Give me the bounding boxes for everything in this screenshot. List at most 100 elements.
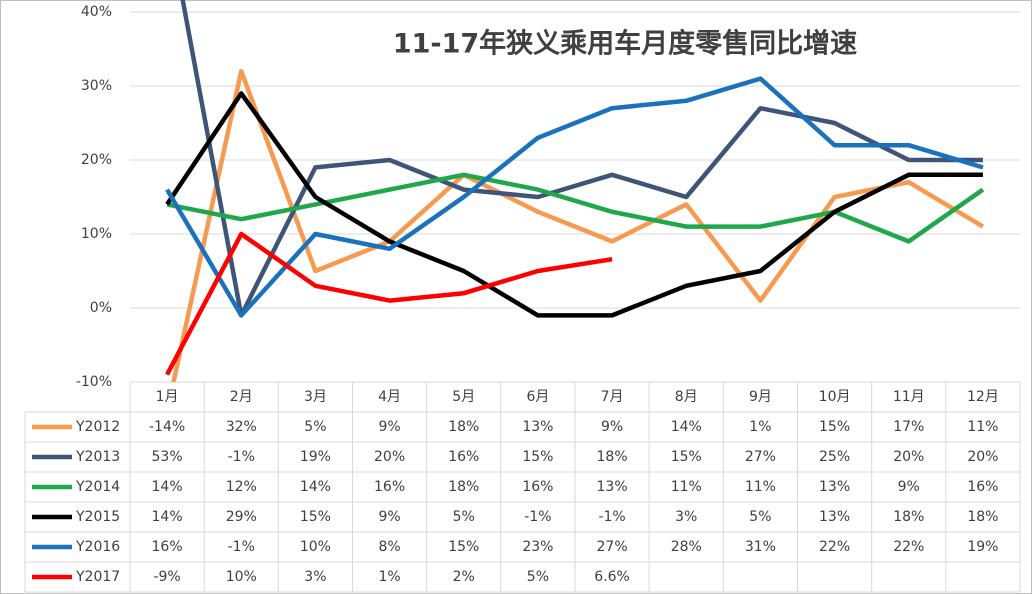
table-cell: 20% bbox=[893, 449, 924, 465]
table-cell: 23% bbox=[522, 539, 553, 555]
table-cell: 18% bbox=[597, 449, 628, 465]
table-cell: 9% bbox=[378, 419, 400, 435]
table-cell: 5% bbox=[527, 569, 549, 585]
table-cell: -1% bbox=[598, 509, 625, 525]
x-tick-label: 2月 bbox=[230, 389, 253, 405]
table-cell: 29% bbox=[226, 509, 257, 525]
table-cell: 16% bbox=[967, 479, 998, 495]
legend-label: Y2014 bbox=[75, 479, 120, 495]
table-cell: 13% bbox=[819, 479, 850, 495]
series-line bbox=[165, 231, 613, 376]
table-cell: 53% bbox=[152, 449, 183, 465]
table-cell: 10% bbox=[300, 539, 331, 555]
table-cell: 19% bbox=[300, 449, 331, 465]
y-tick-label: 0% bbox=[90, 300, 112, 316]
x-tick-label: 3月 bbox=[304, 389, 327, 405]
table-cell: 14% bbox=[152, 509, 183, 525]
x-tick-label: 6月 bbox=[526, 389, 549, 405]
table-cell: 28% bbox=[671, 539, 702, 555]
table-cell: 9% bbox=[378, 509, 400, 525]
x-tick-label: 8月 bbox=[675, 389, 698, 405]
table-cell: 9% bbox=[898, 479, 920, 495]
table-cell: 18% bbox=[893, 509, 924, 525]
x-tick-label: 7月 bbox=[601, 389, 624, 405]
table-cell: 12% bbox=[226, 479, 257, 495]
table-cell: 16% bbox=[152, 539, 183, 555]
table-cell: 11% bbox=[671, 479, 702, 495]
table-cell: 14% bbox=[300, 479, 331, 495]
table-cell: 5% bbox=[749, 509, 771, 525]
legend-label: Y2012 bbox=[75, 419, 120, 435]
series-line bbox=[165, 91, 983, 318]
table-cell: 25% bbox=[819, 449, 850, 465]
table-cell: 11% bbox=[967, 419, 998, 435]
table-cell: 20% bbox=[374, 449, 405, 465]
table-cell: 14% bbox=[152, 479, 183, 495]
y-tick-label: 40% bbox=[81, 4, 112, 20]
y-tick-label: 10% bbox=[81, 226, 112, 242]
x-tick-label: 5月 bbox=[452, 389, 475, 405]
table-cell: 17% bbox=[893, 419, 924, 435]
table-cell: 15% bbox=[819, 419, 850, 435]
table-cell: 31% bbox=[745, 539, 776, 555]
table-cell: 22% bbox=[893, 539, 924, 555]
table-cell: -1% bbox=[524, 509, 551, 525]
table-cell: 32% bbox=[226, 419, 257, 435]
table-cell: -14% bbox=[149, 419, 185, 435]
x-tick-label: 12月 bbox=[967, 389, 999, 405]
table-cell: 22% bbox=[819, 539, 850, 555]
table-cell: 1% bbox=[749, 419, 771, 435]
table-cell: -1% bbox=[228, 539, 255, 555]
y-tick-label: 20% bbox=[81, 152, 112, 168]
x-tick-label: 9月 bbox=[749, 389, 772, 405]
table-cell: 14% bbox=[671, 419, 702, 435]
table-cell: 3% bbox=[304, 569, 326, 585]
table-cell: 18% bbox=[448, 419, 479, 435]
table-cell: 15% bbox=[671, 449, 702, 465]
table-cell: 27% bbox=[745, 449, 776, 465]
table-cell: -9% bbox=[153, 569, 180, 585]
table-cell: 11% bbox=[745, 479, 776, 495]
table-cell: 13% bbox=[597, 479, 628, 495]
series-line bbox=[180, 0, 983, 318]
table-cell: 15% bbox=[522, 449, 553, 465]
x-tick-label: 10月 bbox=[819, 389, 851, 405]
legend-label: Y2013 bbox=[75, 449, 120, 465]
x-tick-label: 11月 bbox=[893, 389, 925, 405]
table-cell: 13% bbox=[522, 419, 553, 435]
table-cell: -1% bbox=[228, 449, 255, 465]
series-line bbox=[171, 68, 985, 382]
table-cell: 3% bbox=[675, 509, 697, 525]
table-cell: 6.6% bbox=[594, 569, 630, 585]
table-cell: 15% bbox=[448, 539, 479, 555]
table-cell: 5% bbox=[453, 509, 475, 525]
legend-label: Y2015 bbox=[75, 509, 120, 525]
table-cell: 27% bbox=[597, 539, 628, 555]
legend-label: Y2017 bbox=[75, 569, 120, 585]
table-cell: 16% bbox=[522, 479, 553, 495]
series-line bbox=[166, 172, 985, 244]
x-tick-label: 4月 bbox=[378, 389, 401, 405]
table-cell: 13% bbox=[819, 509, 850, 525]
table-cell: 19% bbox=[967, 539, 998, 555]
table-cell: 18% bbox=[448, 479, 479, 495]
table-cell: 8% bbox=[378, 539, 400, 555]
table-cell: 1% bbox=[378, 569, 400, 585]
chart-title: 11-17年狭义乘用车月度零售同比增速 bbox=[393, 28, 857, 60]
table-cell: 18% bbox=[967, 509, 998, 525]
legend-label: Y2016 bbox=[75, 539, 120, 555]
table-cell: 9% bbox=[601, 419, 623, 435]
series-line bbox=[165, 76, 984, 318]
table-cell: 16% bbox=[448, 449, 479, 465]
x-tick-label: 1月 bbox=[156, 389, 179, 405]
table-cell: 16% bbox=[374, 479, 405, 495]
y-tick-label: -10% bbox=[76, 374, 112, 390]
table-cell: 5% bbox=[304, 419, 326, 435]
table-cell: 20% bbox=[967, 449, 998, 465]
table-cell: 15% bbox=[300, 509, 331, 525]
table-cell: 2% bbox=[453, 569, 475, 585]
y-tick-label: 30% bbox=[81, 78, 112, 94]
plot-area bbox=[165, 0, 985, 382]
